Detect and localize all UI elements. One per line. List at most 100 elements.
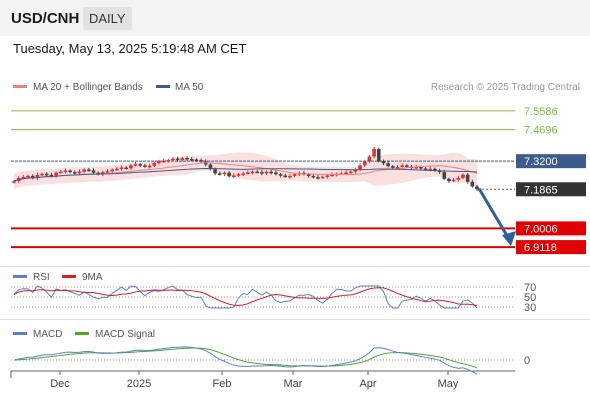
candle-body [246, 172, 250, 175]
candle-body [255, 171, 259, 174]
candle-body [391, 166, 395, 168]
candle-body [147, 165, 152, 168]
candle-body [288, 175, 292, 178]
candle-body [461, 174, 465, 178]
candle-body [124, 167, 129, 169]
candle-body [353, 170, 358, 172]
candle-body [475, 186, 479, 190]
candle-body [129, 165, 133, 169]
candle-body [274, 172, 278, 175]
candle-body [72, 172, 77, 174]
x-axis-tick-label: Mar [284, 378, 303, 390]
ma50-legend-swatch [156, 85, 170, 88]
candle-body [330, 174, 334, 177]
candle-body [232, 175, 236, 177]
candle-body [175, 158, 180, 161]
report-datetime: Tuesday, May 13, 2025 5:19:48 AM CET [13, 41, 247, 56]
rsi-ma-legend-swatch [62, 275, 76, 278]
rsi-level-label: 70 [524, 282, 536, 294]
candle-body [414, 167, 419, 169]
candle-body [306, 174, 311, 176]
level-label: 6.9118 [524, 242, 557, 254]
level-label: 7.5586 [524, 106, 558, 118]
x-axis-tick-label: Feb [213, 378, 232, 390]
candle-body [82, 169, 86, 172]
candle-body [91, 170, 96, 173]
candle-body [77, 171, 82, 174]
x-axis-tick-label: Apr [359, 378, 376, 390]
level-label-box [516, 154, 586, 169]
macd-line [13, 346, 478, 375]
candle-body [405, 165, 409, 167]
candle-body [143, 165, 147, 167]
candle-body [119, 167, 124, 169]
candle-body [26, 175, 30, 178]
candle-body [372, 148, 376, 157]
macd-signal-legend-label: MACD Signal [95, 329, 155, 340]
candle-body [433, 168, 437, 171]
candle-body [456, 178, 461, 180]
candle-body [451, 179, 456, 182]
candle-body [199, 160, 203, 162]
panel-divider [0, 266, 590, 267]
candle-body [395, 167, 400, 169]
ma20-legend-label: MA 20 + Bollinger Bands [33, 82, 143, 93]
rsi-level-label: 30 [524, 302, 536, 314]
candle-body [250, 171, 255, 174]
candle-body [21, 176, 26, 179]
candle-body [423, 168, 428, 171]
currency-pair-title: USD/CNH [11, 10, 80, 27]
macd-signal-line [13, 347, 478, 369]
candle-body [180, 158, 185, 160]
candle-body [105, 171, 110, 173]
macd-signal-legend-swatch [75, 332, 89, 335]
candle-body [185, 158, 189, 160]
level-label: 7.4696 [524, 125, 558, 137]
candle-body [316, 177, 320, 179]
level-label: 7.0006 [524, 223, 558, 235]
candle-body [35, 174, 40, 178]
candle-body [208, 164, 213, 170]
candle-body [241, 173, 245, 175]
candle-body [325, 175, 330, 177]
projection-arrowhead [502, 231, 516, 247]
candle-body [152, 162, 157, 166]
candle-body [400, 165, 404, 168]
rsi-line [13, 285, 478, 309]
ma50-legend-label: MA 50 [175, 82, 204, 93]
credit-text: Research © 2025 Trading Central [431, 82, 580, 93]
candle-body [30, 175, 35, 178]
candle-body [348, 171, 353, 174]
candle-body [115, 168, 119, 171]
timeframe-badge[interactable]: DAILY [83, 7, 132, 30]
candle-body [217, 173, 222, 175]
chart-header: USD/CNH DAILY [0, 0, 590, 36]
candle-body [362, 161, 367, 166]
candle-body [110, 169, 115, 172]
candle-body [96, 172, 100, 175]
candle-body [447, 178, 451, 181]
level-label: 7.3200 [524, 156, 558, 168]
candle-body [189, 159, 194, 161]
candle-body [171, 158, 175, 161]
candle-body [63, 170, 68, 173]
candle-body [264, 171, 269, 174]
candle-body [311, 175, 316, 178]
candle-body [166, 160, 171, 162]
candle-body [442, 172, 447, 179]
candle-body [428, 168, 433, 171]
candle-body [54, 172, 58, 176]
x-axis-tick-label: Dec [50, 378, 70, 390]
candle-body [269, 171, 274, 174]
rsi-legend-label: RSI [33, 272, 50, 283]
candle-body [419, 167, 423, 169]
macd-zero-label: 0 [524, 355, 530, 367]
candle-body [381, 161, 386, 164]
candle-body [222, 172, 227, 175]
candle-body [236, 174, 241, 176]
candle-body [227, 172, 231, 177]
projection-arrow-line [477, 187, 511, 240]
candle-body [386, 163, 390, 167]
candle-body [358, 165, 362, 170]
